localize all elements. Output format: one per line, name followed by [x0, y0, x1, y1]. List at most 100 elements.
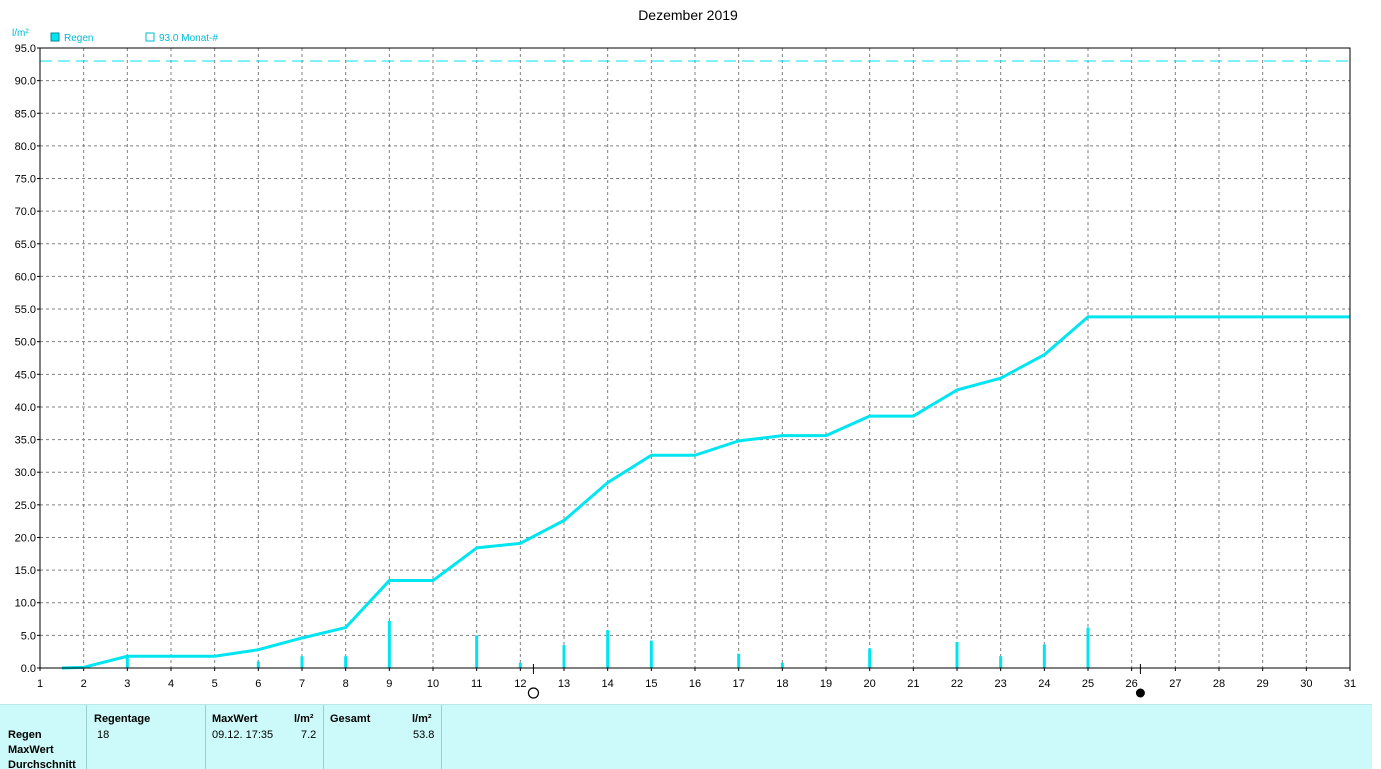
x-tick-label: 11	[471, 678, 482, 690]
maxwert-unit: l/m²	[294, 713, 314, 725]
rain-bar	[1042, 644, 1046, 668]
x-tick-label: 23	[995, 678, 1007, 690]
maxwert-column: MaxWert l/m² 09.12. 17:35 7.2	[206, 705, 324, 769]
y-tick-label: 10.0	[15, 598, 36, 610]
x-tick-label: 6	[255, 678, 261, 690]
rain-bar	[955, 641, 959, 668]
x-tick-label: 5	[212, 678, 218, 690]
rain-bar	[518, 662, 522, 668]
y-tick-label: 85.0	[15, 108, 36, 120]
row-label-regen: Regen	[8, 729, 42, 741]
x-tick-label: 3	[124, 678, 130, 690]
y-axis-unit: l/m²	[12, 28, 29, 39]
rain-bar	[606, 630, 610, 668]
chart-title: Dezember 2019	[638, 7, 738, 23]
maxwert-header: MaxWert	[212, 713, 258, 725]
x-tick-label: 20	[864, 678, 876, 690]
gesamt-value: 53.8	[413, 729, 435, 741]
rain-bar	[999, 656, 1003, 668]
x-tick-label: 28	[1213, 678, 1225, 690]
y-tick-label: 55.0	[15, 304, 36, 316]
y-tick-label: 30.0	[15, 467, 36, 479]
regentage-column: Regentage 18	[87, 705, 206, 769]
legend: Regen 93.0 Monat-#	[50, 32, 218, 44]
x-tick-label: 15	[645, 678, 657, 690]
y-tick-label: 40.0	[15, 402, 36, 414]
x-tick-label: 18	[776, 678, 788, 690]
x-tick-label: 16	[689, 678, 701, 690]
x-tick-label: 21	[907, 678, 919, 690]
x-tick-label: 10	[427, 678, 439, 690]
rain-bar	[1086, 627, 1090, 668]
x-tick-label: 31	[1344, 678, 1356, 690]
x-tick-label: 24	[1038, 678, 1050, 690]
y-tick-label: 15.0	[15, 565, 36, 577]
x-tick-label: 9	[386, 678, 392, 690]
rain-bar	[125, 656, 129, 668]
rain-bar	[344, 656, 348, 668]
grid	[40, 48, 1350, 668]
x-tick-label: 29	[1257, 678, 1269, 690]
rain-bar	[256, 661, 260, 668]
full-moon-icon	[527, 687, 540, 699]
gesamt-header: Gesamt	[330, 713, 371, 725]
legend-swatch-regen	[50, 32, 60, 42]
x-tick-label: 27	[1169, 678, 1181, 690]
legend-label-regen: Regen	[64, 33, 93, 44]
rain-bar	[780, 662, 784, 668]
rain-bar	[737, 653, 741, 668]
y-tick-label: 65.0	[15, 239, 36, 251]
y-tick-label: 60.0	[15, 271, 36, 283]
maxwert-value: 7.2	[301, 729, 317, 741]
y-tick-label: 75.0	[15, 174, 36, 186]
x-tick-label: 2	[81, 678, 87, 690]
x-tick-label: 7	[299, 678, 305, 690]
x-tick-label: 14	[602, 678, 614, 690]
y-tick-label: 95.0	[15, 43, 36, 55]
cumulative-rain-line	[61, 315, 1350, 670]
y-tick-label: 70.0	[15, 206, 36, 218]
rain-bar	[300, 656, 304, 668]
regentage-value: 18	[97, 729, 110, 741]
x-tick-label: 30	[1300, 678, 1312, 690]
cumulative-line	[61, 315, 1350, 670]
y-axis-ticks: 0.0 5.0 10.0 15.0 20.0 25.0 30.0 35.0 40.0 45.0 50…	[15, 43, 40, 675]
plot-frame	[39, 47, 1351, 669]
x-tick-label: 22	[951, 678, 963, 690]
gesamt-unit: l/m²	[412, 713, 432, 725]
regentage-header: Regentage	[94, 713, 151, 725]
x-tick-label: 13	[558, 678, 570, 690]
y-tick-label: 5.0	[21, 630, 36, 642]
summary-table: Regen MaxWert Durchschnitt Regentage 18 …	[0, 704, 1372, 769]
moon-phases	[527, 664, 1145, 699]
x-tick-label: 1	[37, 678, 43, 690]
x-tick-label: 8	[343, 678, 349, 690]
rain-bar	[387, 621, 391, 668]
x-tick-label: 17	[733, 678, 745, 690]
maxwert-date: 09.12. 17:35	[212, 729, 274, 741]
y-tick-label: 20.0	[15, 532, 36, 544]
y-tick-label: 25.0	[15, 500, 36, 512]
y-tick-label: 90.0	[15, 76, 36, 88]
x-tick-label: 4	[168, 678, 174, 690]
gesamt-column: Gesamt l/m² 53.8	[324, 705, 442, 769]
row-label-maxwert: MaxWert	[8, 744, 54, 756]
x-tick-label: 26	[1126, 678, 1138, 690]
row-label-durchschnitt: Durchschnitt	[8, 759, 76, 769]
x-tick-label: 25	[1082, 678, 1094, 690]
daily-rain-bars	[125, 621, 1090, 668]
rain-chart: Dezember 2019 l/m² Regen 93.0 Monat-# 0.…	[12, 7, 1356, 699]
y-tick-label: 35.0	[15, 435, 36, 447]
legend-swatch-monat	[145, 32, 155, 42]
legend-label-monat: 93.0 Monat-#	[159, 33, 218, 44]
y-tick-label: 45.0	[15, 369, 36, 381]
x-tick-label: 19	[820, 678, 832, 690]
row-label-column: Regen MaxWert Durchschnitt	[0, 705, 87, 769]
y-tick-label: 50.0	[15, 337, 36, 349]
y-tick-label: 80.0	[15, 141, 36, 153]
rain-bar	[649, 640, 653, 668]
rain-bar	[475, 635, 479, 668]
x-tick-label: 12	[514, 678, 526, 690]
rain-bar	[868, 648, 872, 668]
x-axis-ticks: 1 2 3 4 5 6 7 8 9 10 11 12 13 14 15 16 17 18 19 20 21 22 23 24 2…	[37, 668, 1356, 690]
